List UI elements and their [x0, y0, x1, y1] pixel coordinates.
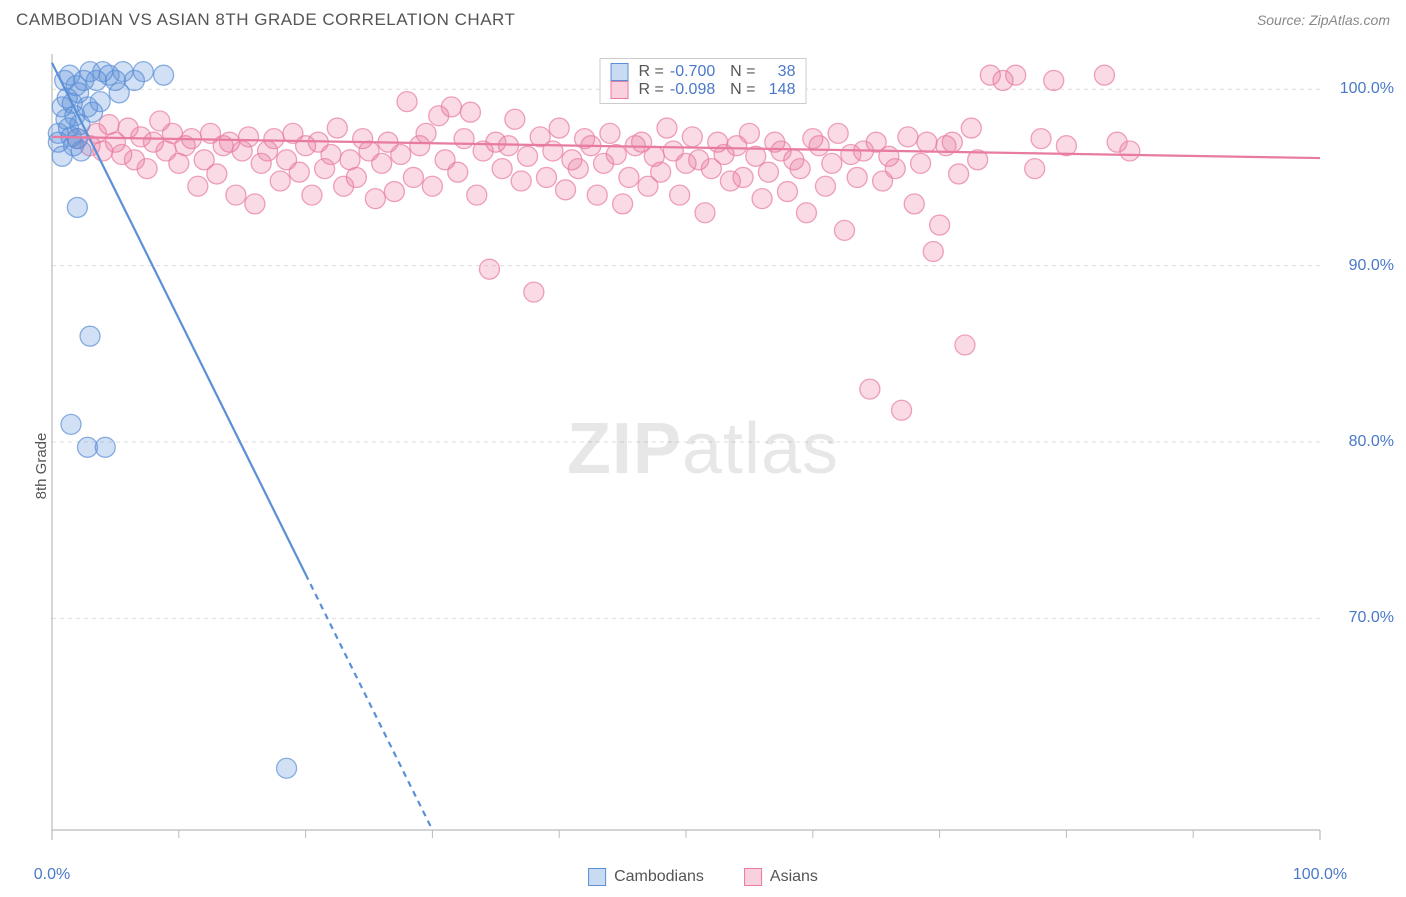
- chart-source: Source: ZipAtlas.com: [1257, 12, 1390, 28]
- legend-item-0: Cambodians: [588, 868, 704, 886]
- x-tick-label: 0.0%: [34, 866, 70, 884]
- y-tick-label: 100.0%: [1340, 80, 1394, 98]
- y-tick-label: 90.0%: [1349, 257, 1394, 275]
- y-tick-label: 80.0%: [1349, 433, 1394, 451]
- legend-swatch-icon: [611, 81, 629, 99]
- series-legend: Cambodians Asians: [588, 868, 818, 886]
- chart-header: CAMBODIAN VS ASIAN 8TH GRADE CORRELATION…: [0, 0, 1406, 36]
- y-tick-label: 70.0%: [1349, 609, 1394, 627]
- legend-item-1: Asians: [744, 868, 818, 886]
- correlation-row-0: R = -0.700 N = 38: [611, 63, 796, 81]
- y-axis-label: 8th Grade: [33, 433, 50, 500]
- x-tick-label: 100.0%: [1293, 866, 1347, 884]
- legend-swatch-icon: [588, 868, 606, 886]
- legend-swatch-icon: [744, 868, 762, 886]
- chart-container: 8th Grade ZIPatlas R = -0.700 N = 38 R =…: [0, 40, 1406, 892]
- correlation-row-1: R = -0.098 N = 148: [611, 81, 796, 99]
- correlation-legend: R = -0.700 N = 38 R = -0.098 N = 148: [600, 58, 807, 104]
- scatter-plot: [0, 40, 1406, 892]
- chart-title: CAMBODIAN VS ASIAN 8TH GRADE CORRELATION…: [16, 10, 515, 30]
- legend-swatch-icon: [611, 63, 629, 81]
